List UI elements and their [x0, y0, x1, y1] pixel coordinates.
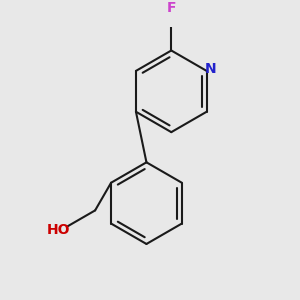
Text: HO: HO: [47, 223, 70, 237]
Text: N: N: [204, 62, 216, 76]
Text: F: F: [167, 1, 176, 15]
